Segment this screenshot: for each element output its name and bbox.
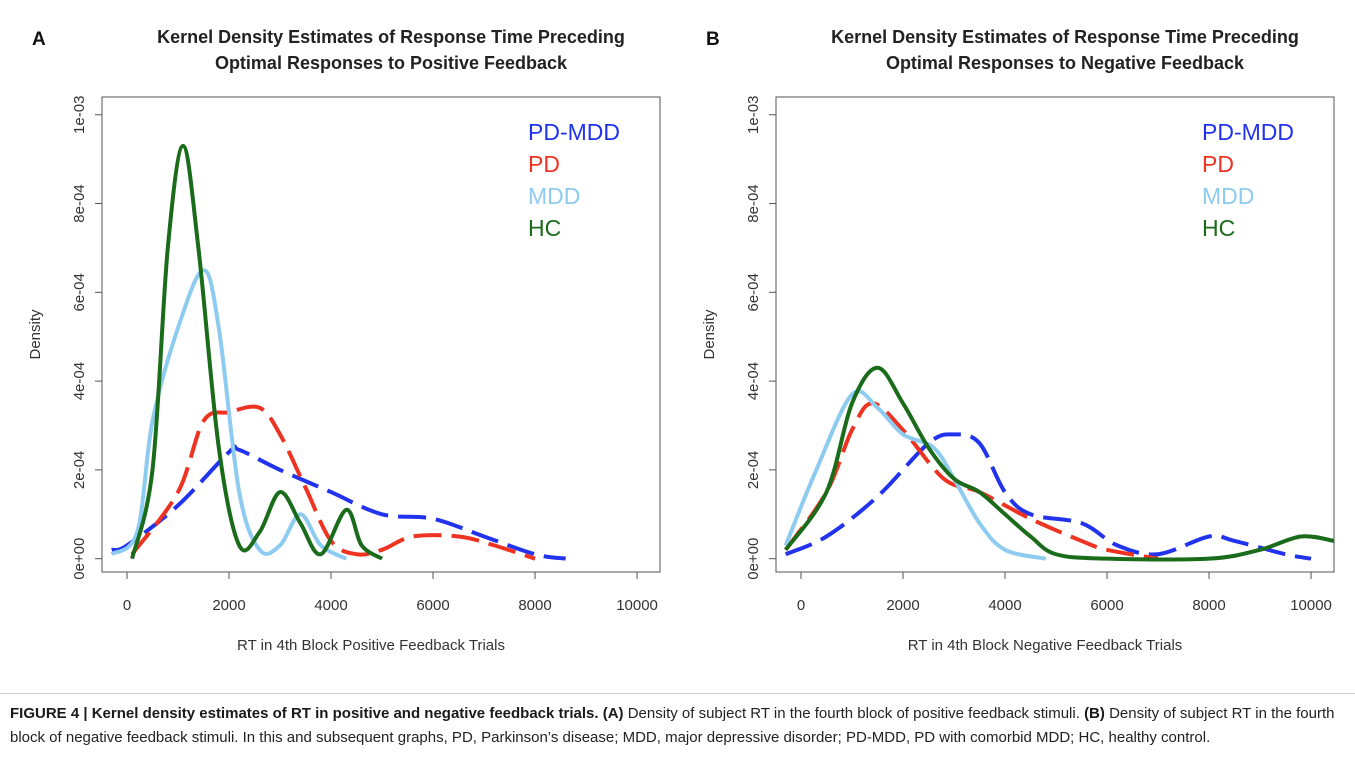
- y-tick-label: 4e-04: [745, 362, 762, 400]
- chart-title: Kernel Density Estimates of Response Tim…: [831, 27, 1299, 47]
- density-line: [784, 401, 1159, 561]
- y-tick-label: 1e-03: [71, 96, 88, 134]
- legend-entry: PD-MDD: [1202, 119, 1294, 145]
- plot-frame: [101, 96, 661, 573]
- x-tick-label: 2000: [212, 597, 245, 614]
- caption-text: Density of subject RT in the fourth bloc…: [627, 705, 1080, 722]
- density-line: [783, 389, 1047, 561]
- chart-title: Optimal Responses to Negative Feedback: [886, 53, 1245, 73]
- caption-title: Kernel density estimates of RT in positi…: [91, 705, 599, 722]
- x-tick-label: 10000: [616, 597, 658, 614]
- density-line: [130, 143, 384, 561]
- legend-entry: PD-MDD: [528, 119, 620, 145]
- x-tick-label: 4000: [314, 597, 347, 614]
- x-tick-label: 0: [797, 597, 805, 614]
- legend-entry: MDD: [528, 183, 580, 209]
- panel-label: A: [32, 29, 46, 50]
- x-axis-label: RT in 4th Block Positive Feedback Trials: [237, 637, 505, 654]
- figure: A Kernel Density Estimates of Response Ti…: [27, 27, 1335, 654]
- caption-part-label: (A): [602, 705, 624, 722]
- x-tick-label: 8000: [518, 597, 551, 614]
- y-tick-label: 8e-04: [745, 184, 762, 222]
- density-line: [111, 444, 566, 561]
- legend-entry: PD: [528, 151, 560, 177]
- panel-label: B: [706, 29, 720, 50]
- legend-entry: MDD: [1202, 183, 1254, 209]
- density-line: [130, 404, 536, 561]
- x-tick-label: 6000: [416, 597, 449, 614]
- x-tick-label: 4000: [988, 597, 1021, 614]
- caption-label: FIGURE 4 |: [10, 705, 88, 722]
- y-tick-label: 4e-04: [71, 362, 88, 400]
- y-tick-label: 1e-03: [745, 96, 762, 134]
- y-tick-label: 2e-04: [71, 451, 88, 489]
- chart-title: Optimal Responses to Positive Feedback: [215, 53, 568, 73]
- y-tick-label: 0e+00: [745, 538, 762, 580]
- caption-text: Density of subject RT in the fourth bloc…: [10, 705, 1335, 746]
- chart-title: Kernel Density Estimates of Response Tim…: [157, 27, 625, 47]
- caption-part-label: (B): [1084, 705, 1105, 722]
- x-tick-label: 10000: [1290, 597, 1332, 614]
- x-tick-label: 8000: [1192, 597, 1225, 614]
- y-tick-label: 6e-04: [745, 273, 762, 311]
- y-axis-label: Density: [701, 309, 718, 360]
- x-tick-label: 0: [123, 597, 131, 614]
- y-tick-label: 6e-04: [71, 273, 88, 311]
- legend-entry: PD: [1202, 151, 1234, 177]
- caption: FIGURE 4 | Kernel density estimates of R…: [0, 693, 1355, 750]
- y-tick-label: 2e-04: [745, 451, 762, 489]
- x-axis-label: RT in 4th Block Negative Feedback Trials: [908, 637, 1183, 654]
- legend-entry: HC: [1202, 215, 1235, 241]
- legend-entry: HC: [528, 215, 561, 241]
- density-line: [784, 365, 1334, 562]
- x-tick-label: 6000: [1090, 597, 1123, 614]
- plot-frame: [775, 96, 1335, 573]
- x-tick-label: 2000: [886, 597, 919, 614]
- density-line: [110, 268, 348, 561]
- y-axis-label: Density: [27, 309, 44, 360]
- y-tick-label: 8e-04: [71, 184, 88, 222]
- y-tick-label: 0e+00: [71, 538, 88, 580]
- density-line: [784, 432, 1312, 561]
